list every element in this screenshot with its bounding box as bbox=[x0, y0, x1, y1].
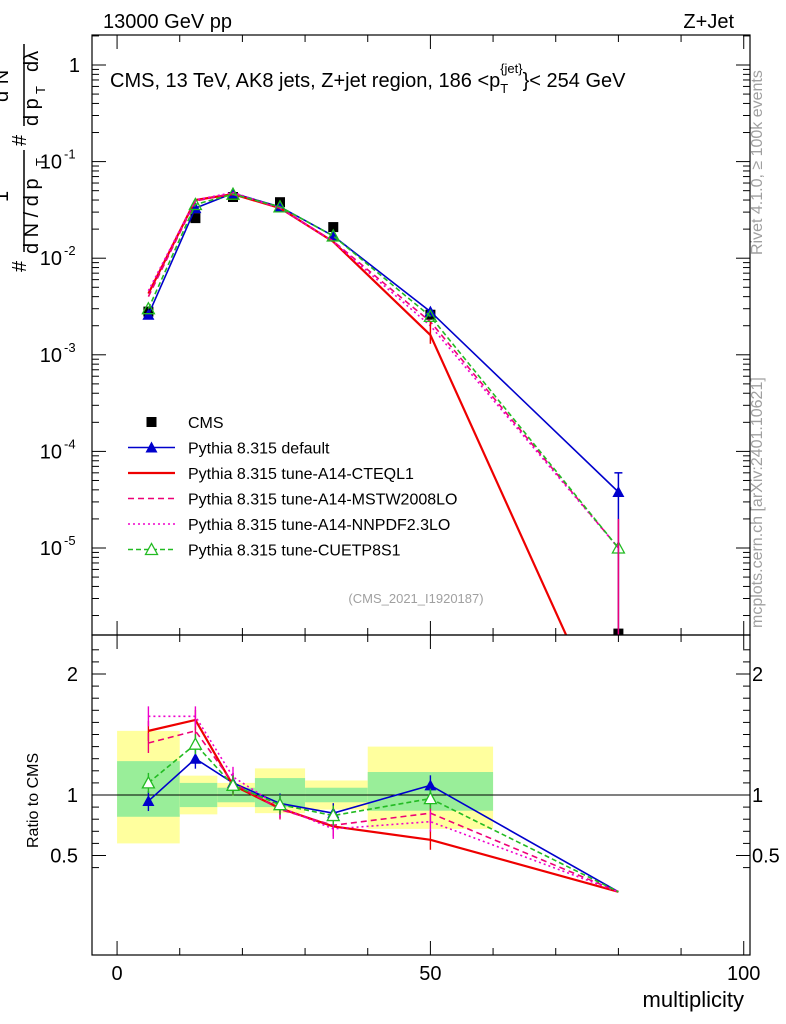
legend-label: Pythia 8.315 tune-A14-MSTW2008LO bbox=[188, 492, 457, 509]
main-y-tick-exp: -4 bbox=[64, 436, 76, 451]
main-y-tick-label: 10 bbox=[40, 248, 62, 270]
ratio-y-tick-label: 2 bbox=[67, 664, 78, 686]
ratio-y-tick-label: 0.5 bbox=[50, 846, 78, 868]
x-tick-label: 0 bbox=[112, 963, 123, 985]
analysis-watermark: (CMS_2021_I1920187) bbox=[348, 591, 483, 606]
ratio-point-cuetp8s1 bbox=[272, 797, 288, 811]
ratio-y-tick-label-right: 0.5 bbox=[752, 846, 780, 868]
main-y-tick-label: 10 bbox=[40, 538, 62, 560]
ratio-point-default bbox=[424, 779, 437, 791]
ratio-point-default bbox=[142, 795, 155, 807]
ratio-y-label: Ratio to CMS bbox=[25, 753, 42, 848]
ratio-point-cuetp8s1 bbox=[141, 775, 156, 789]
main-y-tick-label: 1 bbox=[69, 55, 80, 77]
data-point-cms bbox=[190, 213, 201, 224]
svg-text:d2N: d2N bbox=[0, 70, 13, 102]
data-point-cuetp8s1 bbox=[272, 199, 288, 213]
data-point-cuetp8s1 bbox=[188, 197, 203, 211]
ratio-point-cuetp8s1 bbox=[225, 777, 241, 791]
x-tick-label: 100 bbox=[727, 963, 760, 985]
ratio-series-group bbox=[141, 706, 619, 893]
ratio-point-cuetp8s1 bbox=[423, 791, 438, 805]
data-point-cms bbox=[328, 222, 339, 233]
rivet-label: Rivet 4.1.0, ≥ 100k events bbox=[749, 70, 766, 255]
ratio-y-tick-label: 1 bbox=[67, 785, 78, 807]
data-point-cuetp8s1 bbox=[326, 228, 341, 242]
chart-title: CMS, 13 TeV, AK8 jets, Z+jet region, 186… bbox=[110, 61, 626, 96]
main-series-group bbox=[141, 186, 626, 635]
main-y-tick-exp: -1 bbox=[64, 147, 76, 162]
svg-text:T: T bbox=[33, 86, 48, 94]
svg-text:T: T bbox=[33, 158, 48, 166]
main-y-label: # d N / d p T 1 # d p T dλ d2N bbox=[0, 44, 48, 272]
svg-text:dλ: dλ bbox=[21, 51, 43, 72]
ratio-y-tick-label-right: 1 bbox=[752, 785, 763, 807]
mcplots-label: mcplots.cern.ch [arXiv:2401.10621] bbox=[749, 377, 766, 628]
svg-text:d N / d p: d N / d p bbox=[21, 178, 43, 254]
header-right: Z+Jet bbox=[683, 11, 734, 33]
ratio-plot: 0 50 100 0.5 0.5 1 1 2 2 bbox=[50, 634, 780, 985]
legend-label: CMS bbox=[188, 415, 224, 432]
main-y-tick-label: 10 bbox=[40, 441, 62, 463]
legend-label: Pythia 8.315 tune-A14-NNPDF2.3LO bbox=[188, 517, 450, 534]
main-y-tick-exp: -2 bbox=[64, 243, 76, 258]
ratio-y-tick-label-right: 2 bbox=[752, 664, 763, 686]
data-point-cuetp8s1 bbox=[225, 186, 241, 200]
svg-text:d p: d p bbox=[21, 98, 43, 126]
main-y-tick-label: 10 bbox=[40, 152, 62, 174]
header-left: 13000 GeV pp bbox=[103, 11, 232, 33]
legend-marker-default bbox=[145, 441, 158, 453]
data-point-cuetp8s1 bbox=[423, 309, 438, 323]
legend: CMS Pythia 8.315 default Pythia 8.315 tune… bbox=[128, 415, 457, 560]
svg-text:#: # bbox=[9, 260, 31, 272]
x-tick-label: 50 bbox=[419, 963, 441, 985]
data-point-cuetp8s1 bbox=[141, 301, 156, 315]
ratio-point-cuetp8s1 bbox=[326, 808, 341, 822]
legend-marker-cms bbox=[146, 417, 157, 427]
legend-marker-cuetp8s1 bbox=[144, 542, 159, 556]
main-y-tick-label: 10 bbox=[40, 345, 62, 367]
svg-text:#: # bbox=[9, 134, 31, 146]
main-y-tick-exp: -5 bbox=[64, 533, 76, 548]
svg-text:1: 1 bbox=[0, 191, 13, 202]
x-axis-label: multiplicity bbox=[643, 987, 744, 1012]
legend-label: Pythia 8.315 default bbox=[188, 441, 330, 458]
ratio-point-cuetp8s1 bbox=[188, 736, 203, 750]
series-line-5 bbox=[147, 193, 620, 549]
legend-label: Pythia 8.315 tune-A14-CTEQL1 bbox=[188, 466, 414, 483]
legend-label: Pythia 8.315 tune-CUETP8S1 bbox=[188, 543, 401, 560]
ratio-point-default bbox=[189, 752, 202, 764]
main-y-tick-exp: -3 bbox=[64, 340, 76, 355]
main-plot: 110-110-210-310-410-5 bbox=[40, 34, 751, 636]
